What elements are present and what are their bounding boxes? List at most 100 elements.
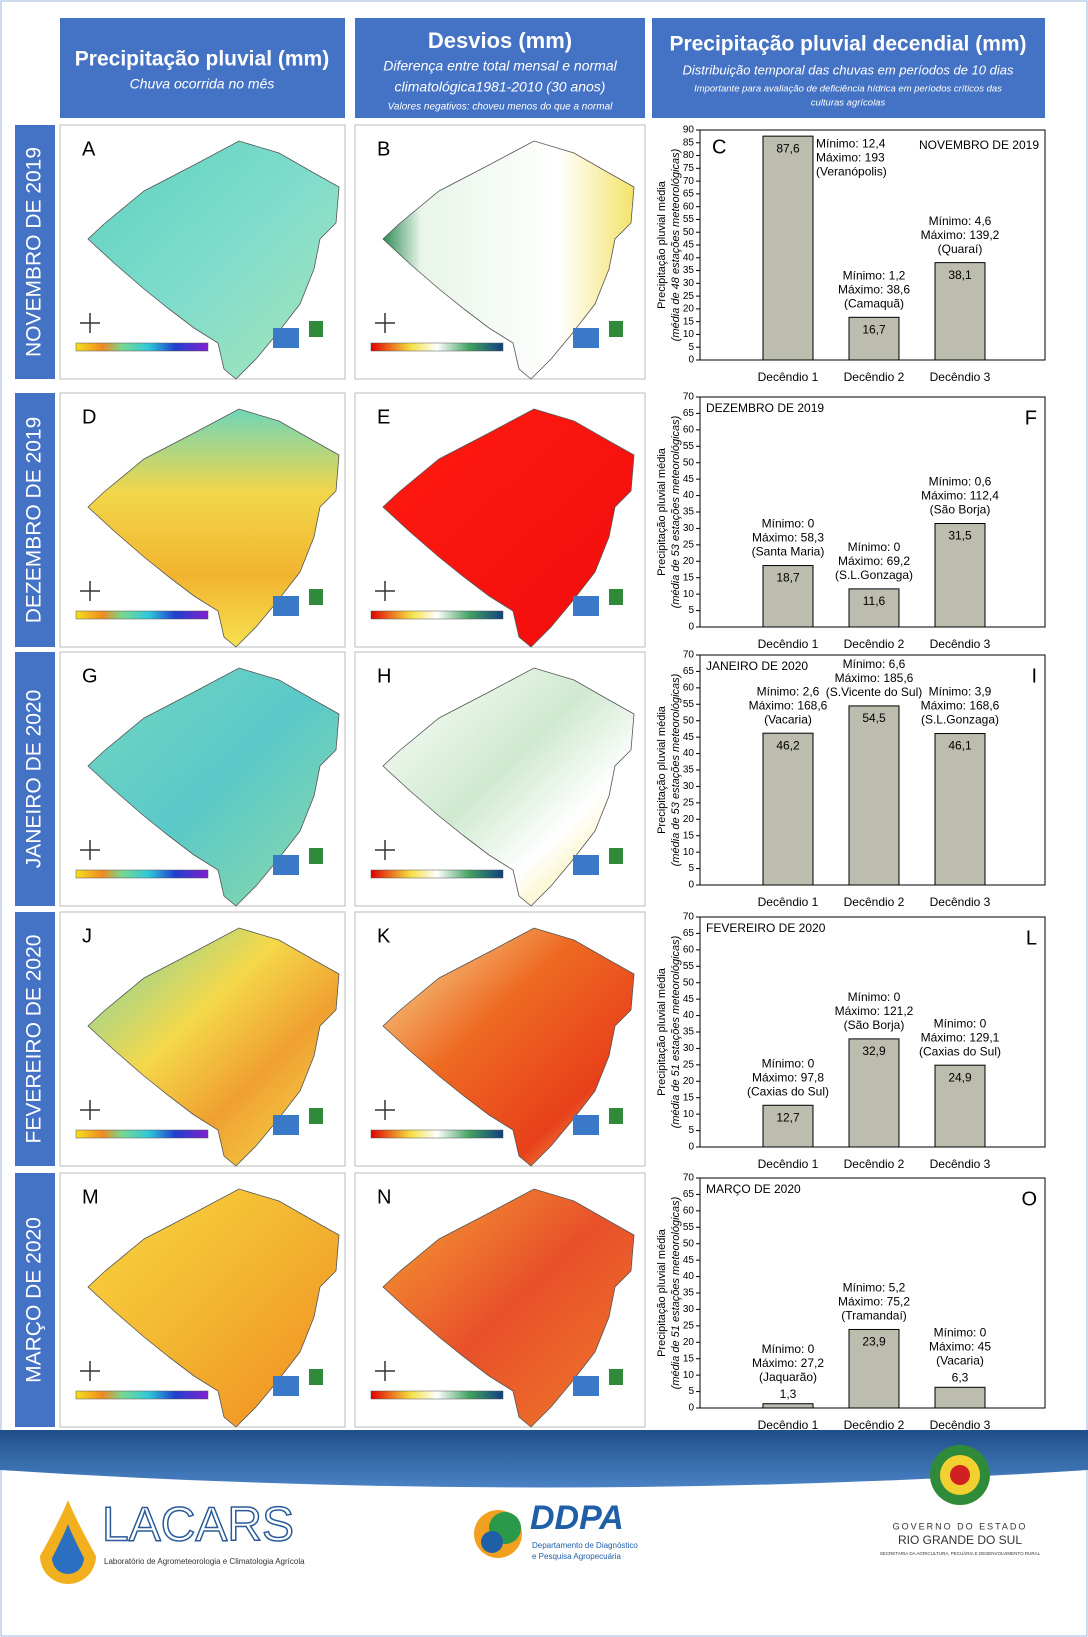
y-tick-label: 20 xyxy=(683,1076,695,1087)
bar xyxy=(848,1328,900,1409)
bar-annotation: Máximo: 38,6 xyxy=(838,282,910,296)
gov-crest xyxy=(950,1465,970,1485)
y-tick-label: 25 xyxy=(683,1320,695,1331)
bar-annotation: Mínimo: 0 xyxy=(934,1325,987,1339)
x-tick-label: Decêndio 3 xyxy=(930,370,991,384)
gov-line: RIO GRANDE DO SUL xyxy=(898,1533,1022,1547)
map-logo xyxy=(609,848,623,864)
header-title: Desvios (mm) xyxy=(428,28,572,53)
bar-annotation: Mínimo: 2,6 xyxy=(757,684,820,698)
bar-annotation: (Tramandaí) xyxy=(841,1309,907,1323)
y-tick-label: 5 xyxy=(688,863,694,874)
map-compass xyxy=(375,840,395,860)
y-axis-label: Precipitação pluvial média xyxy=(656,447,668,576)
x-tick-label: Decêndio 3 xyxy=(930,1157,991,1171)
y-tick-label: 0 xyxy=(688,1142,694,1153)
map-logo xyxy=(273,1115,299,1135)
bar-annotation: Mínimo: 0,6 xyxy=(929,475,992,489)
header-title: Precipitação pluvial decendial (mm) xyxy=(669,33,1026,56)
map-logo xyxy=(309,848,323,864)
bar-annotation: Máximo: 129,1 xyxy=(921,1030,1000,1044)
map-colorbar xyxy=(370,1129,504,1139)
x-tick-label: Decêndio 1 xyxy=(758,1157,819,1171)
y-tick-label: 50 xyxy=(683,227,695,238)
map-compass xyxy=(80,1100,100,1120)
map-logo xyxy=(309,589,323,605)
map-compass xyxy=(80,313,100,333)
y-axis-label: Precipitação pluvial média xyxy=(656,705,668,834)
y-axis-note: (média de 48 estações meteorológicas) xyxy=(670,148,682,341)
x-tick-label: Decêndio 3 xyxy=(930,637,991,651)
y-tick-label: 35 xyxy=(683,1027,695,1038)
header-box xyxy=(355,18,645,118)
y-tick-label: 40 xyxy=(683,1010,695,1021)
panel-letter: F xyxy=(1025,407,1037,429)
y-tick-label: 10 xyxy=(683,329,695,340)
value-label: 87,6 xyxy=(776,141,800,155)
bar-annotation: Máximo: 112,4 xyxy=(921,489,999,503)
x-tick-label: Decêndio 2 xyxy=(844,637,905,651)
map-logo xyxy=(573,855,599,875)
bar-annotation: (Caxias do Sul) xyxy=(919,1044,1001,1058)
y-tick-label: 70 xyxy=(683,650,695,661)
bar xyxy=(762,135,814,361)
y-axis-note: (média de 51 estações meteorológicas) xyxy=(670,935,682,1128)
value-label: 12,7 xyxy=(776,1110,800,1124)
map-colorbar xyxy=(75,610,209,620)
y-tick-label: 75 xyxy=(683,163,695,174)
map-logo xyxy=(609,1108,623,1124)
header-note: culturas agrícolas xyxy=(811,98,886,109)
header-subtitle: Distribuição temporal das chuvas em perí… xyxy=(683,62,1014,77)
y-tick-label: 5 xyxy=(688,342,694,353)
x-tick-label: Decêndio 1 xyxy=(758,895,819,909)
y-tick-label: 15 xyxy=(683,1092,695,1103)
map-compass xyxy=(375,581,395,601)
y-tick-label: 25 xyxy=(683,539,695,550)
bar-annotation: Máximo: 69,2 xyxy=(838,554,910,568)
bar-annotation: Máximo: 97,8 xyxy=(752,1070,824,1084)
chart-title: MARÇO DE 2020 xyxy=(706,1182,801,1196)
y-tick-label: 15 xyxy=(683,316,695,327)
row-label-box xyxy=(15,1173,55,1427)
map-colorbar xyxy=(75,1129,209,1139)
y-tick-label: 55 xyxy=(683,214,695,225)
y-tick-label: 50 xyxy=(683,715,695,726)
y-tick-label: 45 xyxy=(683,474,695,485)
value-label: 24,9 xyxy=(948,1070,972,1084)
y-tick-label: 60 xyxy=(683,682,695,693)
bar xyxy=(848,316,900,361)
y-tick-label: 10 xyxy=(683,1370,695,1381)
map-logo xyxy=(309,321,323,337)
y-tick-label: 60 xyxy=(683,424,695,435)
chart-title: DEZEMBRO DE 2019 xyxy=(706,401,824,415)
bar xyxy=(762,565,814,628)
header-box xyxy=(652,18,1045,118)
x-tick-label: Decêndio 1 xyxy=(758,1418,819,1432)
y-tick-label: 50 xyxy=(683,977,695,988)
bar-annotation: (Vacaria) xyxy=(936,1353,984,1367)
map-logo xyxy=(309,1369,323,1385)
bar-annotation: Mínimo: 0 xyxy=(762,517,815,531)
value-label: 54,5 xyxy=(862,711,886,725)
row-label-box xyxy=(15,652,55,906)
bar-annotation: Máximo: 168,6 xyxy=(921,699,1000,713)
x-tick-label: Decêndio 2 xyxy=(844,895,905,909)
map-panel-letter: N xyxy=(377,1186,391,1208)
y-tick-label: 35 xyxy=(683,765,695,776)
header-box xyxy=(60,18,345,118)
value-label: 32,9 xyxy=(862,1044,886,1058)
y-tick-label: 45 xyxy=(683,240,695,251)
y-tick-label: 50 xyxy=(683,1238,695,1249)
y-tick-label: 70 xyxy=(683,176,695,187)
value-label: 16,7 xyxy=(862,322,886,336)
bar-annotation: Máximo: 75,2 xyxy=(838,1295,910,1309)
bar-annotation: (Veranópolis) xyxy=(816,164,887,178)
y-tick-label: 25 xyxy=(683,291,695,302)
y-tick-label: 0 xyxy=(688,622,694,633)
map-compass xyxy=(80,840,100,860)
bar xyxy=(934,523,986,628)
x-tick-label: Decêndio 2 xyxy=(844,1418,905,1432)
y-tick-label: 65 xyxy=(683,666,695,677)
value-label: 46,2 xyxy=(776,738,800,752)
y-tick-label: 85 xyxy=(683,137,695,148)
